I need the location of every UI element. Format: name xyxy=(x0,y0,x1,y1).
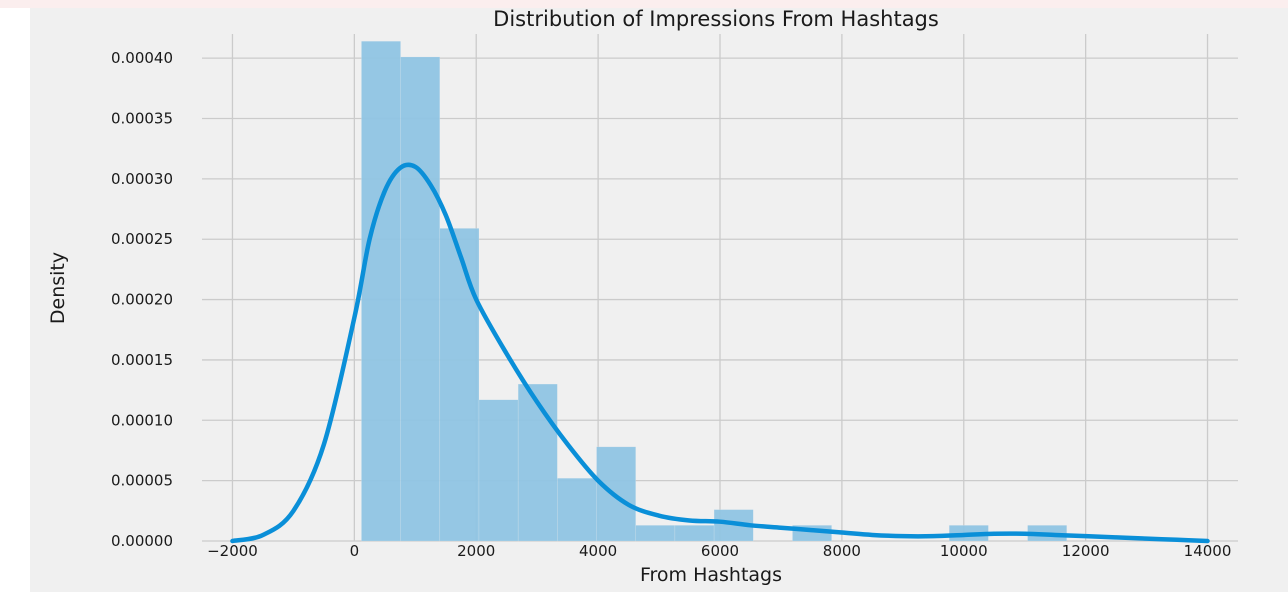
histogram-bar xyxy=(557,477,597,542)
y-tick-label: 0.00030 xyxy=(111,170,173,188)
y-tick-label: 0.00015 xyxy=(111,351,173,369)
x-tick-label: 12000 xyxy=(1062,542,1110,560)
histogram-bar xyxy=(635,525,676,542)
y-tick-label: 0.00020 xyxy=(111,291,173,309)
y-tick-label: 0.00035 xyxy=(111,110,173,128)
y-tick-label: 0.00005 xyxy=(111,472,173,490)
x-tick-label: 6000 xyxy=(701,542,739,560)
y-tick-label: 0.00010 xyxy=(111,411,173,429)
histogram-bar xyxy=(439,228,480,542)
grid-lines xyxy=(202,34,1238,542)
y-tick-labels: 0.00000 0.00005 0.00010 0.00015 0.00020 0.000… xyxy=(111,49,173,550)
y-tick-label: 0.00000 xyxy=(111,532,173,550)
x-tick-labels: −2000 0 2000 4000 6000 8000 10000 12000 14000 xyxy=(207,542,1231,560)
kde-line xyxy=(230,162,1210,544)
top-strip xyxy=(0,0,1288,8)
histogram-bar xyxy=(400,56,441,542)
histogram-bar xyxy=(674,525,715,542)
x-tick-label: −2000 xyxy=(207,542,258,560)
x-tick-label: 0 xyxy=(350,542,360,560)
y-tick-label: 0.00025 xyxy=(111,230,173,248)
histogram-bar xyxy=(478,399,519,542)
x-tick-label: 10000 xyxy=(940,542,988,560)
kde-curve xyxy=(230,162,1210,544)
y-axis-label: Density xyxy=(47,252,69,324)
x-tick-label: 8000 xyxy=(823,542,861,560)
chart-title: Distribution of Impressions From Hashtag… xyxy=(493,7,939,31)
x-tick-label: 14000 xyxy=(1184,542,1232,560)
histogram-bar xyxy=(517,383,558,542)
x-tick-label: 4000 xyxy=(579,542,617,560)
x-axis-label: From Hashtags xyxy=(640,564,782,586)
histogram-bar xyxy=(361,40,401,542)
y-tick-label: 0.00040 xyxy=(111,49,173,67)
x-tick-label: 2000 xyxy=(457,542,495,560)
histogram-bars xyxy=(361,40,1068,542)
